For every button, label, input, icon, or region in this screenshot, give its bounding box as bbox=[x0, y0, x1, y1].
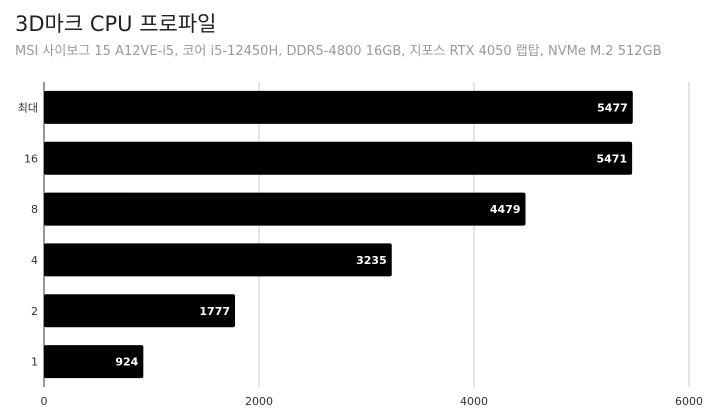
chart-title: 3D마크 CPU 프로파일 bbox=[15, 12, 217, 36]
category-label: 8 bbox=[31, 203, 38, 216]
grid-layer bbox=[43, 82, 690, 387]
chart-subtitle: MSI 사이보그 15 A12VE-i5, 코어 i5-12450H, DDR5… bbox=[15, 44, 662, 59]
data-label: 4479 bbox=[490, 203, 521, 216]
category-label: 1 bbox=[31, 356, 38, 369]
category-label: 2 bbox=[31, 305, 38, 318]
data-label: 1777 bbox=[199, 305, 230, 318]
bar-layer bbox=[44, 90, 633, 379]
data-label: 3235 bbox=[356, 254, 387, 267]
label-layer: 0 2000 4000 6000 최대 5477 16 5471 8 4479 4 3235 2 1777… bbox=[18, 101, 703, 408]
bar-4 bbox=[44, 243, 392, 277]
data-label: 924 bbox=[115, 356, 138, 369]
category-label: 4 bbox=[31, 254, 38, 267]
category-label: 최대 bbox=[18, 101, 38, 114]
category-label: 16 bbox=[24, 152, 38, 165]
bar-6 bbox=[44, 345, 144, 379]
bar-5 bbox=[44, 294, 236, 328]
bar-2 bbox=[44, 141, 633, 175]
bar-1 bbox=[44, 90, 633, 124]
x-tick-label: 6000 bbox=[675, 395, 703, 408]
x-tick-label: 0 bbox=[41, 395, 48, 408]
data-label: 5477 bbox=[597, 101, 628, 114]
data-label: 5471 bbox=[597, 152, 628, 165]
x-tick-label: 4000 bbox=[460, 395, 488, 408]
x-tick-label: 2000 bbox=[245, 395, 273, 408]
bar-3 bbox=[44, 192, 526, 226]
